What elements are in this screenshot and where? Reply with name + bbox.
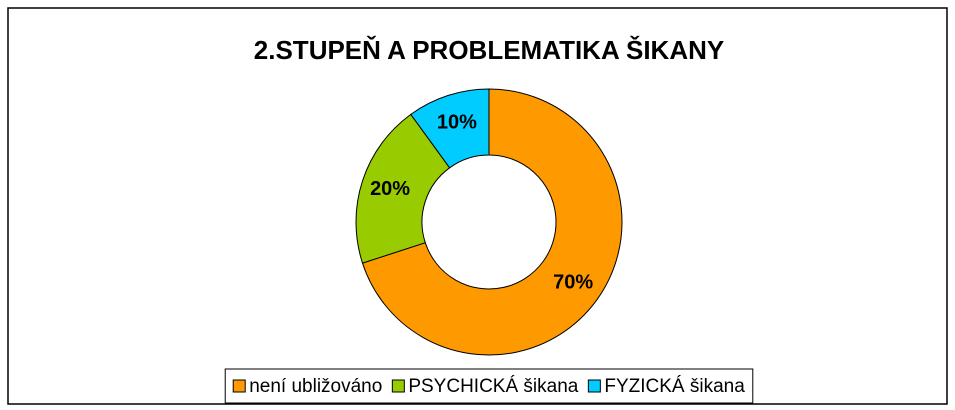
legend-box [224,368,754,404]
chart-title: 2.STUPEŇ A PROBLEMATIKA ŠIKANY [254,35,724,65]
legend: není ubližováno PSYCHICKÁ šikana FYZICKÁ š… [224,368,754,404]
data-label: 20% [370,178,410,200]
donut-segment [355,113,451,264]
data-label: 70% [553,271,593,293]
donut-segment [361,88,623,356]
legend-label: PSYCHICKÁ šikana [408,376,578,397]
legend-label: není ubližováno [249,376,382,397]
legend-swatch [232,379,246,393]
legend-label: FYZICKÁ šikana [604,376,745,397]
legend-swatch [587,379,601,393]
donut-segment [410,88,490,169]
data-label: 10% [437,111,477,133]
legend-swatch [391,379,405,393]
